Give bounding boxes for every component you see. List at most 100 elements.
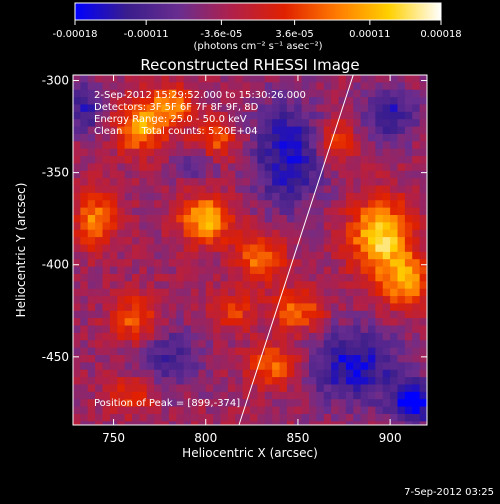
heatmap-pixel	[139, 362, 148, 371]
heatmap-pixel	[316, 355, 325, 363]
heatmap-pixel	[205, 178, 214, 187]
heatmap-pixel	[146, 133, 155, 142]
heatmap-pixel	[109, 185, 118, 194]
heatmap-pixel	[323, 340, 332, 349]
heatmap-pixel	[198, 347, 207, 356]
heatmap-pixel	[397, 421, 406, 425]
heatmap-pixel	[323, 163, 332, 172]
heatmap-pixel	[264, 104, 273, 113]
heatmap-pixel	[404, 406, 413, 415]
heatmap-pixel	[368, 318, 376, 327]
heatmap-pixel	[345, 89, 354, 98]
heatmap-pixel	[220, 207, 229, 216]
heatmap-pixel	[102, 207, 111, 216]
heatmap-pixel	[301, 266, 310, 275]
heatmap-pixel	[73, 355, 81, 363]
heatmap-pixel	[353, 259, 362, 268]
heatmap-pixel	[345, 296, 354, 305]
heatmap-pixel	[176, 141, 185, 150]
heatmap-pixel	[109, 207, 118, 216]
heatmap-pixel	[338, 296, 347, 305]
heatmap-pixel	[161, 82, 170, 91]
heatmap-pixel	[309, 332, 317, 341]
heatmap-pixel	[80, 318, 89, 327]
heatmap-pixel	[353, 273, 362, 282]
heatmap-pixel	[146, 310, 155, 319]
heatmap-pixel	[397, 170, 406, 179]
x-tick-label: 800	[194, 431, 217, 445]
heatmap-pixel	[154, 310, 163, 319]
heatmap-pixel	[331, 347, 340, 356]
heatmap-pixel	[382, 421, 391, 425]
heatmap-pixel	[213, 170, 222, 179]
heatmap-pixel	[264, 244, 273, 253]
heatmap-pixel	[146, 251, 155, 260]
heatmap-pixel	[95, 413, 104, 422]
heatmap-pixel	[109, 119, 118, 128]
heatmap-pixel	[382, 251, 391, 260]
heatmap-pixel	[95, 237, 104, 246]
heatmap-pixel	[132, 244, 140, 253]
heatmap-pixel	[368, 273, 376, 282]
heatmap-pixel	[250, 222, 258, 231]
heatmap-pixel	[331, 200, 340, 209]
heatmap-pixel	[154, 362, 163, 371]
heatmap-pixel	[331, 391, 340, 400]
heatmap-pixel	[368, 229, 376, 238]
heatmap-pixel	[80, 362, 89, 371]
heatmap-pixel	[161, 229, 170, 238]
heatmap-pixel	[412, 340, 421, 349]
heatmap-pixel	[102, 303, 111, 312]
heatmap-pixel	[294, 288, 303, 297]
heatmap-pixel	[404, 222, 413, 231]
heatmap-pixel	[412, 229, 421, 238]
heatmap-pixel	[198, 413, 207, 422]
heatmap-pixel	[213, 266, 222, 275]
heatmap-pixel	[382, 325, 391, 334]
heatmap-pixel	[132, 200, 140, 209]
heatmap-pixel	[242, 273, 251, 282]
heatmap-pixel	[235, 259, 244, 268]
heatmap-pixel	[294, 384, 303, 393]
heatmap-pixel	[235, 75, 244, 83]
heatmap-pixel	[117, 406, 126, 415]
heatmap-pixel	[176, 200, 185, 209]
heatmap-pixel	[154, 192, 163, 201]
heatmap-pixel	[257, 133, 266, 142]
heatmap-pixel	[331, 332, 340, 341]
heatmap-pixel	[264, 318, 273, 327]
heatmap-pixel	[154, 126, 163, 135]
heatmap-pixel	[250, 340, 258, 349]
heatmap-pixel	[102, 362, 111, 371]
heatmap-pixel	[154, 163, 163, 172]
heatmap-pixel	[168, 170, 177, 179]
heatmap-pixel	[419, 288, 427, 297]
heatmap-pixel	[404, 369, 413, 378]
heatmap-pixel	[397, 207, 406, 216]
heatmap-pixel	[419, 310, 427, 319]
heatmap-pixel	[279, 377, 288, 386]
heatmap-pixel	[419, 141, 427, 150]
heatmap-pixel	[316, 104, 325, 113]
heatmap-pixel	[382, 318, 391, 327]
heatmap-pixel	[124, 119, 133, 128]
heatmap-pixel	[191, 237, 199, 246]
heatmap-pixel	[382, 362, 391, 371]
heatmap-pixel	[117, 377, 126, 386]
heatmap-pixel	[368, 421, 376, 425]
heatmap-pixel	[264, 362, 273, 371]
heatmap-pixel	[368, 413, 376, 422]
heatmap-pixel	[132, 384, 140, 393]
heatmap-pixel	[102, 178, 111, 187]
y-tick-label: -300	[42, 74, 69, 88]
heatmap-pixel	[309, 406, 317, 415]
heatmap-pixel	[102, 421, 111, 425]
heatmap-pixel	[154, 399, 163, 408]
heatmap-pixel	[404, 377, 413, 386]
heatmap-pixel	[235, 207, 244, 216]
heatmap-pixel	[80, 126, 89, 135]
heatmap-pixel	[176, 347, 185, 356]
heatmap-pixel	[102, 133, 111, 142]
heatmap-pixel	[168, 296, 177, 305]
heatmap-pixel	[205, 421, 214, 425]
